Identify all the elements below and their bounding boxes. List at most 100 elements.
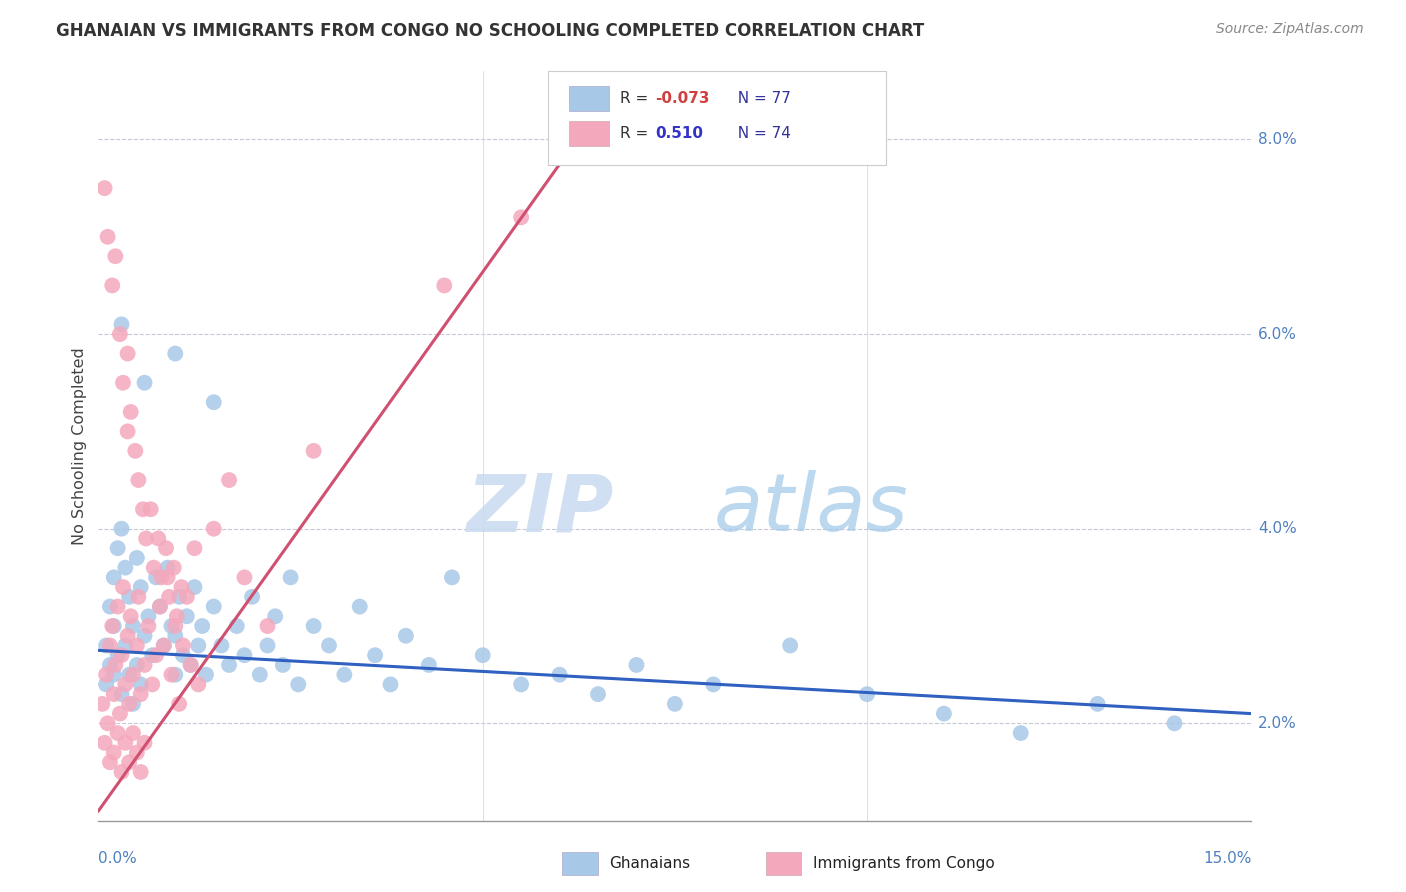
- Point: [103, 746, 125, 760]
- Point: [155, 541, 177, 556]
- Point: [149, 599, 172, 614]
- Text: 0.0%: 0.0%: [98, 851, 138, 866]
- Point: [129, 677, 152, 691]
- Point: [150, 570, 173, 584]
- Point: [93, 181, 115, 195]
- Point: [103, 619, 125, 633]
- Point: [280, 570, 302, 584]
- Point: [98, 639, 121, 653]
- Point: [333, 667, 356, 681]
- Point: [101, 278, 124, 293]
- Point: [118, 756, 141, 770]
- Point: [152, 639, 174, 653]
- Point: [110, 522, 132, 536]
- Point: [202, 599, 225, 614]
- Text: 0.510: 0.510: [655, 127, 703, 141]
- Point: [233, 648, 256, 663]
- Point: [187, 677, 209, 691]
- Point: [702, 677, 724, 691]
- Point: [122, 726, 145, 740]
- Point: [108, 706, 131, 721]
- Point: [111, 376, 134, 390]
- Point: [471, 648, 494, 663]
- Point: [165, 667, 187, 681]
- Point: [287, 677, 309, 691]
- Point: [191, 619, 214, 633]
- Point: [122, 667, 145, 681]
- Point: [117, 629, 139, 643]
- Point: [165, 346, 187, 360]
- Point: [440, 570, 463, 584]
- Point: [122, 697, 145, 711]
- Point: [129, 580, 152, 594]
- Point: [1163, 716, 1185, 731]
- Point: [176, 590, 198, 604]
- Point: [125, 639, 148, 653]
- Point: [103, 570, 125, 584]
- Point: [302, 443, 325, 458]
- Point: [256, 639, 278, 653]
- Point: [124, 443, 146, 458]
- Point: [165, 619, 187, 633]
- Text: N = 74: N = 74: [728, 127, 792, 141]
- Text: 15.0%: 15.0%: [1204, 851, 1251, 866]
- Point: [103, 667, 125, 681]
- Point: [165, 629, 187, 643]
- Point: [664, 697, 686, 711]
- Text: 2.0%: 2.0%: [1258, 716, 1296, 731]
- Point: [318, 639, 340, 653]
- Point: [170, 580, 193, 594]
- Text: Ghanaians: Ghanaians: [609, 856, 690, 871]
- Point: [94, 639, 117, 653]
- Point: [626, 657, 648, 672]
- Point: [202, 395, 225, 409]
- Text: N = 77: N = 77: [728, 91, 792, 105]
- Point: [510, 211, 533, 225]
- Point: [103, 687, 125, 701]
- Point: [548, 667, 571, 681]
- Point: [91, 697, 114, 711]
- Point: [256, 619, 278, 633]
- Point: [135, 532, 157, 546]
- Point: [94, 677, 117, 691]
- Point: [172, 648, 194, 663]
- Point: [364, 648, 387, 663]
- Point: [145, 648, 167, 663]
- Point: [180, 657, 202, 672]
- Point: [108, 327, 131, 342]
- Point: [176, 609, 198, 624]
- Point: [156, 570, 179, 584]
- Point: [932, 706, 955, 721]
- Text: ZIP: ZIP: [465, 470, 613, 549]
- Point: [118, 697, 141, 711]
- Point: [218, 657, 240, 672]
- Point: [120, 609, 142, 624]
- Point: [145, 570, 167, 584]
- Point: [114, 736, 136, 750]
- Point: [134, 376, 156, 390]
- Point: [167, 590, 190, 604]
- Point: [104, 657, 127, 672]
- Point: [118, 590, 141, 604]
- Point: [104, 249, 127, 263]
- Point: [209, 639, 232, 653]
- Point: [163, 560, 186, 574]
- Point: [156, 560, 179, 574]
- Point: [97, 229, 120, 244]
- Point: [240, 590, 263, 604]
- Point: [110, 318, 132, 332]
- Point: [249, 667, 271, 681]
- Point: [141, 677, 163, 691]
- Point: [98, 756, 121, 770]
- Y-axis label: No Schooling Completed: No Schooling Completed: [72, 347, 87, 545]
- Text: atlas: atlas: [713, 470, 908, 549]
- Point: [127, 590, 149, 604]
- Point: [160, 619, 183, 633]
- Point: [97, 716, 120, 731]
- Point: [302, 619, 325, 633]
- Text: GHANAIAN VS IMMIGRANTS FROM CONGO NO SCHOOLING COMPLETED CORRELATION CHART: GHANAIAN VS IMMIGRANTS FROM CONGO NO SCH…: [56, 22, 925, 40]
- Point: [856, 687, 879, 701]
- Point: [122, 619, 145, 633]
- Point: [120, 405, 142, 419]
- Text: 4.0%: 4.0%: [1258, 521, 1296, 536]
